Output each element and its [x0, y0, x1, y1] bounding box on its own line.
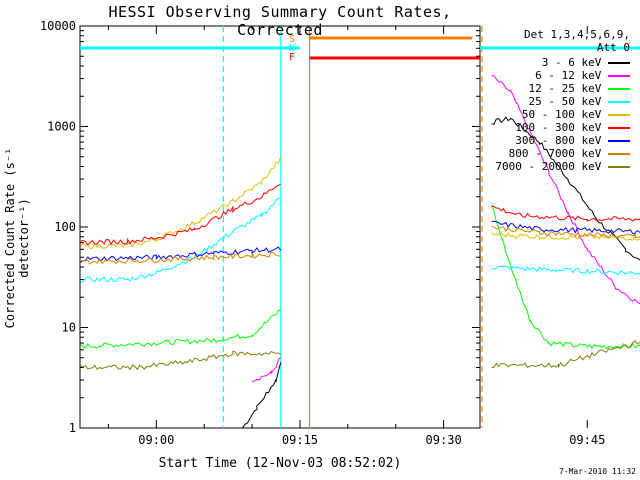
plot-frame — [79, 25, 481, 429]
series-line — [80, 350, 282, 371]
series-line — [491, 226, 640, 239]
x-tick-label: 09:30 — [426, 433, 462, 447]
y-tick-label: 1 — [69, 421, 76, 435]
x-tick-label: 09:15 — [282, 433, 318, 447]
legend-item: 7000 - 20000 keV — [495, 160, 630, 173]
legend-item-label: 300 - 800 keV — [515, 134, 608, 147]
series-line — [491, 205, 640, 222]
legend-item-label: 12 - 25 keV — [528, 82, 608, 95]
series-line — [491, 204, 640, 350]
y-tick-label: 10 — [62, 321, 76, 335]
x-tick-label: 09:45 — [569, 433, 605, 447]
legend-swatch — [608, 88, 630, 90]
series-line — [491, 265, 640, 276]
legend-item: 300 - 800 keV — [515, 134, 630, 147]
y-axis-label: Corrected Count Rate (s⁻¹ detector⁻¹) — [3, 147, 31, 329]
y-tick-label: 1000 — [47, 120, 76, 134]
series-line — [491, 116, 640, 262]
legend-item-label: 50 - 100 keV — [521, 108, 608, 121]
series-line — [80, 156, 282, 249]
legend-item-label: 3 - 6 keV — [541, 56, 608, 69]
legend-item: 800 - 7000 keV — [509, 147, 630, 160]
legend-item: 12 - 25 keV — [529, 82, 630, 95]
legend-swatch — [608, 75, 630, 77]
legend-item-label: 25 - 50 keV — [528, 95, 608, 108]
series-line — [242, 362, 282, 429]
legend-item: 25 - 50 keV — [529, 95, 630, 108]
legend-swatch — [608, 127, 630, 129]
legend-swatch — [608, 153, 630, 155]
series-line — [80, 251, 281, 265]
series-line — [80, 246, 282, 262]
x-tick-label: 09:00 — [138, 433, 174, 447]
legend-item: 6 - 12 keV — [535, 69, 630, 82]
series-line — [491, 339, 640, 369]
legend-item: 3 - 6 keV — [542, 56, 630, 69]
flag-letter-s: S — [289, 34, 295, 45]
legend-item-label: 800 - 7000 keV — [508, 147, 608, 160]
y-tick-label: 100 — [54, 220, 76, 234]
legend-header-line-1: Det 1,3,4,5,6,9, — [524, 28, 630, 41]
series-line — [80, 183, 282, 246]
legend-swatch — [608, 114, 630, 116]
legend-item: 100 - 300 keV — [515, 121, 630, 134]
legend-item: 50 - 100 keV — [522, 108, 630, 121]
series-line — [491, 75, 640, 305]
legend-item-label: 6 - 12 keV — [535, 69, 608, 82]
series-line — [80, 309, 281, 349]
chart-title: HESSI Observing Summary Count Rates, Cor… — [108, 3, 452, 39]
timestamp-stamp: 7-Mar-2010 11:32 — [558, 467, 636, 476]
legend-header-line-2: Att 0 — [596, 41, 630, 54]
flag-letter-f: F — [289, 52, 295, 63]
legend-item-label: 7000 - 20000 keV — [495, 160, 608, 173]
legend-swatch — [608, 101, 630, 103]
legend-swatch — [608, 166, 630, 168]
legend-item-label: 100 - 300 keV — [515, 121, 608, 134]
series-line — [491, 220, 640, 235]
series-line — [251, 356, 282, 383]
series-line — [80, 197, 281, 283]
legend-swatch — [608, 62, 630, 64]
flag-letter-n: N — [289, 43, 295, 54]
x-axis-label: Start Time (12-Nov-03 08:52:02) — [158, 456, 402, 471]
legend-swatch — [608, 140, 630, 142]
series-line — [491, 232, 640, 241]
y-tick-label: 10000 — [40, 19, 76, 33]
